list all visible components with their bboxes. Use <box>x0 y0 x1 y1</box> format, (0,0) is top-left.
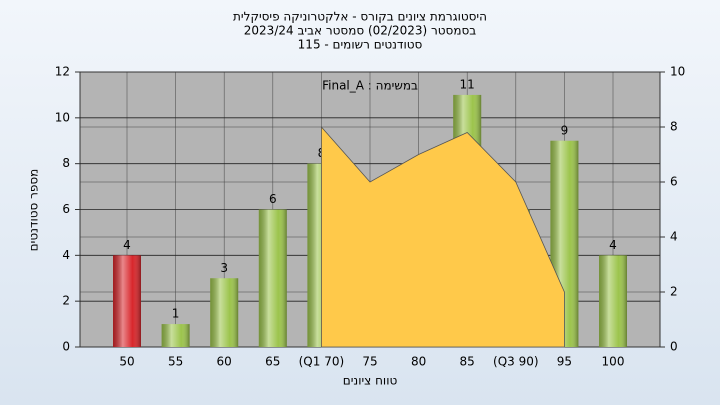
y2-tick-label: 2 <box>670 285 678 299</box>
y-tick-label: 12 <box>55 65 70 79</box>
title-line: סטודנטים רשומים - 115 <box>298 38 423 52</box>
value-label: 4 <box>123 238 131 252</box>
y-tick-label: 10 <box>55 110 70 124</box>
value-label: 11 <box>460 77 475 91</box>
x-tick-label: 75 <box>362 355 377 369</box>
x-tick-label: 60 <box>217 355 232 369</box>
bar-shade <box>258 209 287 347</box>
x-tick-label: 50 <box>119 355 134 369</box>
y-axis-label: מספר סטודנטים <box>27 169 41 252</box>
value-label: 3 <box>220 261 228 275</box>
y-tick-label: 6 <box>62 202 70 216</box>
x-tick-label: (Q3 90) <box>493 355 539 369</box>
y2-tick-label: 6 <box>670 175 678 189</box>
x-tick-label: 65 <box>265 355 280 369</box>
bar-shade <box>210 278 239 347</box>
x-tick-label: 100 <box>602 355 625 369</box>
bar-shade <box>161 324 190 347</box>
y2-tick-label: 10 <box>670 65 685 79</box>
x-tick-label: 80 <box>411 355 426 369</box>
y2-tick-label: 8 <box>670 120 678 134</box>
area <box>321 125 565 348</box>
y2-tick-label: 0 <box>670 340 678 354</box>
value-label: 4 <box>609 238 617 252</box>
bar-shade <box>113 255 141 347</box>
y2-tick-label: 4 <box>670 230 678 244</box>
bar-shade <box>599 255 627 347</box>
x-tick-label: 85 <box>460 355 475 369</box>
x-tick-label: (Q1 70) <box>299 355 345 369</box>
x-tick-label: 55 <box>168 355 183 369</box>
y-tick-label: 0 <box>62 340 70 354</box>
value-label: 9 <box>561 123 569 137</box>
y-tick-label: 2 <box>62 294 70 308</box>
y-tick-label: 8 <box>62 156 70 170</box>
y-tick-label: 4 <box>62 248 70 262</box>
title-line: היסטוגרמת ציונים בקורס - אלקטרוניקה פיסי… <box>233 10 487 24</box>
x-tick-label: 95 <box>557 355 572 369</box>
title-line: בסמסטר (02/2023) סמסטר אביב 2023/24 <box>244 24 476 38</box>
x-axis-label: טווח ציונים <box>343 374 398 388</box>
value-label: 6 <box>269 192 277 206</box>
value-label: 1 <box>172 307 180 321</box>
